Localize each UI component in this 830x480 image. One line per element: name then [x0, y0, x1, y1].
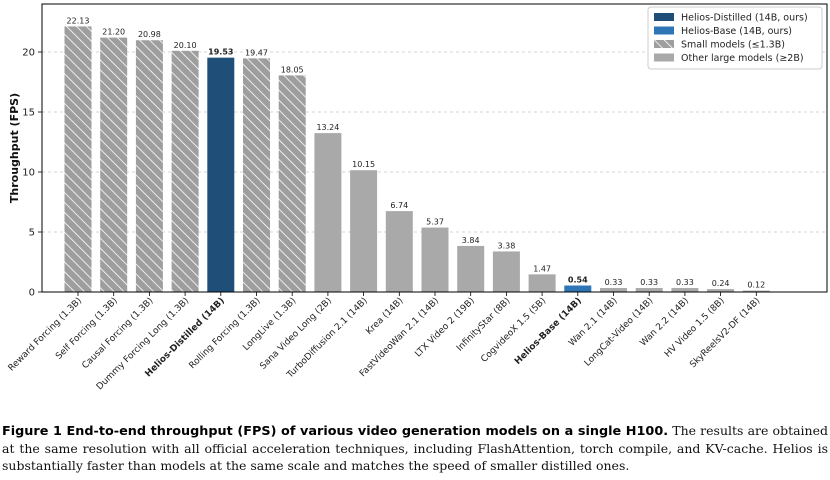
bar — [350, 170, 378, 292]
category-label: LTX Video 2 (19B) — [413, 296, 476, 359]
bar — [492, 251, 520, 292]
bars — [64, 26, 770, 293]
value-label: 0.33 — [676, 278, 694, 287]
bar — [421, 227, 449, 292]
category-label: Sana Video Long (2B) — [258, 296, 334, 372]
value-label: 21.20 — [102, 28, 125, 37]
value-label: 6.74 — [390, 201, 408, 210]
throughput-chart: 22.13 21.20 20.98 20.10 19.53 19.47 18.05 13.24… — [7, 3, 828, 392]
legend-swatch-distilled — [654, 13, 674, 21]
y-ticks: 0 5 10 15 20 — [22, 48, 42, 299]
chart-svg: 22.13 21.20 20.98 20.10 19.53 19.47 18.05 13.24… — [7, 3, 828, 392]
value-label: 1.47 — [533, 264, 551, 273]
bar — [742, 290, 770, 292]
y-axis-title: Throughput (FPS) — [8, 93, 21, 203]
caption-body: The results are obtained at the same res… — [2, 423, 829, 473]
legend-label-base: Helios-Base (14B, ours) — [681, 26, 792, 37]
value-label: 19.53 — [208, 48, 233, 57]
value-label: 19.47 — [245, 48, 268, 57]
bar — [314, 133, 342, 292]
value-label: 0.33 — [605, 278, 623, 287]
y-tick-label: 20 — [22, 48, 35, 59]
legend-label-small: Small models (≤1.3B) — [681, 40, 785, 51]
category-label: LongCat-Video (14B) — [583, 296, 656, 369]
legend-label-distilled: Helios-Distilled (14B, ours) — [681, 13, 808, 24]
bar — [207, 57, 235, 292]
y-tick-label: 10 — [22, 168, 35, 179]
axes — [41, 3, 828, 293]
bar — [528, 274, 556, 292]
x-tick-labels: Reward Forcing (1.3B)Self Forcing (1.3B)… — [7, 292, 762, 392]
bar — [635, 288, 663, 292]
legend-swatch-other — [654, 53, 674, 62]
legend-label-other: Other large models (≥2B) — [681, 53, 804, 64]
plot-frame — [41, 3, 828, 293]
legend: Helios-Distilled (14B, ours) Helios-Base … — [647, 6, 823, 70]
bar — [243, 58, 270, 292]
figure-caption: Figure 1 End-to-end throughput (FPS) of … — [2, 422, 828, 474]
bar — [564, 285, 592, 292]
legend-box — [647, 6, 823, 70]
category-label: Causal Forcing (1.3B) — [80, 296, 155, 371]
bar — [385, 211, 413, 292]
bar — [135, 40, 163, 292]
value-label: 10.15 — [352, 160, 375, 169]
bar — [100, 37, 128, 292]
bar — [171, 50, 199, 292]
category-label: Rolling Forcing (1.3B) — [187, 296, 262, 371]
y-tick-label: 15 — [22, 108, 35, 119]
value-label: 18.05 — [281, 65, 304, 74]
category-label: Self Forcing (1.3B) — [54, 296, 120, 362]
y-tick-label: 0 — [29, 288, 35, 299]
value-label: 0.24 — [712, 279, 730, 288]
category-label: Reward Forcing (1.3B) — [7, 296, 84, 373]
category-label: SkyReelsV2-DF (14B) — [688, 296, 762, 370]
bar — [278, 75, 306, 293]
category-label: CogvideoX 1.5 (5B) — [479, 296, 548, 365]
bar — [457, 245, 485, 292]
value-label: 5.37 — [426, 218, 444, 227]
value-label: 0.54 — [568, 276, 588, 285]
value-label: 3.38 — [497, 241, 515, 250]
bar — [600, 288, 627, 292]
caption-heading: Figure 1 End-to-end throughput (FPS) of … — [2, 424, 669, 439]
value-label: 0.12 — [747, 281, 765, 290]
value-label: 22.13 — [67, 16, 90, 25]
legend-swatch-small — [654, 40, 674, 48]
bar — [707, 289, 735, 292]
value-label: 20.98 — [138, 30, 161, 39]
value-labels: 22.13 21.20 20.98 20.10 19.53 19.47 18.05 13.24… — [67, 16, 766, 289]
category-label: Helios-Base (14B) — [513, 296, 584, 367]
y-tick-label: 5 — [29, 228, 35, 239]
value-label: 20.10 — [174, 41, 197, 50]
bar — [671, 288, 699, 292]
value-label: 3.84 — [462, 236, 480, 245]
bar — [64, 26, 92, 292]
legend-swatch-base — [654, 26, 674, 35]
value-label: 0.33 — [640, 278, 658, 287]
category-label: HV Video 1.5 (8B) — [663, 296, 727, 360]
value-label: 13.24 — [316, 123, 339, 132]
